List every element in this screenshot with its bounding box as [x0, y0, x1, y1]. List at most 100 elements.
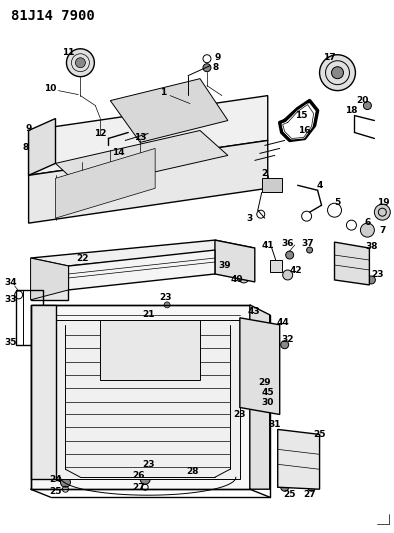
Polygon shape [29, 118, 56, 175]
Text: 27: 27 [132, 483, 145, 492]
Circle shape [67, 49, 95, 77]
Polygon shape [31, 305, 250, 489]
Text: 5: 5 [335, 198, 341, 207]
Text: 42: 42 [289, 266, 302, 276]
Polygon shape [278, 430, 320, 489]
Polygon shape [335, 242, 370, 285]
Text: 24: 24 [49, 475, 62, 484]
Text: 18: 18 [345, 106, 358, 115]
Text: 6: 6 [364, 217, 370, 227]
Polygon shape [250, 305, 270, 489]
Circle shape [320, 55, 355, 91]
Polygon shape [240, 318, 280, 415]
Circle shape [307, 247, 312, 253]
Text: 1: 1 [160, 88, 166, 97]
Circle shape [181, 100, 195, 114]
Text: 8: 8 [22, 143, 29, 152]
Text: 3: 3 [247, 214, 253, 223]
Polygon shape [56, 148, 155, 218]
Polygon shape [31, 258, 69, 300]
Circle shape [264, 182, 270, 188]
Circle shape [240, 114, 250, 124]
Text: 22: 22 [76, 254, 89, 263]
Circle shape [164, 302, 170, 308]
Polygon shape [270, 260, 282, 272]
Circle shape [374, 204, 390, 220]
Polygon shape [31, 305, 56, 479]
Polygon shape [69, 250, 215, 290]
Text: 9: 9 [215, 53, 221, 62]
Text: 37: 37 [301, 239, 314, 248]
Text: 44: 44 [276, 318, 289, 327]
Text: 4: 4 [316, 181, 323, 190]
Text: 25: 25 [283, 490, 296, 499]
Text: 26: 26 [132, 471, 145, 480]
Polygon shape [56, 320, 240, 479]
Circle shape [367, 276, 375, 284]
Circle shape [180, 469, 190, 479]
Text: 23: 23 [142, 460, 154, 469]
Circle shape [286, 251, 294, 259]
Text: 38: 38 [365, 241, 377, 251]
Circle shape [308, 483, 316, 491]
Text: 13: 13 [134, 133, 147, 142]
Text: 7: 7 [379, 225, 386, 235]
Circle shape [145, 469, 151, 474]
Circle shape [281, 483, 289, 491]
Text: 35: 35 [4, 338, 17, 347]
Circle shape [75, 58, 85, 68]
Text: 31: 31 [268, 420, 281, 429]
Circle shape [239, 273, 249, 283]
Text: 16: 16 [298, 126, 311, 135]
Polygon shape [100, 320, 200, 379]
Polygon shape [31, 240, 255, 266]
Text: 81J14 7900: 81J14 7900 [11, 9, 95, 23]
Text: 43: 43 [247, 308, 260, 317]
Circle shape [176, 95, 200, 118]
Polygon shape [31, 266, 69, 300]
Text: 12: 12 [94, 129, 107, 138]
Circle shape [281, 341, 289, 349]
Circle shape [363, 102, 372, 110]
Text: 40: 40 [230, 276, 243, 285]
Polygon shape [215, 240, 255, 282]
Circle shape [140, 474, 150, 484]
Text: 27: 27 [303, 490, 316, 499]
Circle shape [203, 64, 211, 72]
Polygon shape [29, 141, 268, 223]
Text: 9: 9 [25, 124, 32, 133]
Circle shape [274, 182, 280, 188]
Text: 11: 11 [62, 49, 75, 57]
Text: 34: 34 [4, 278, 17, 287]
Text: 20: 20 [356, 96, 369, 105]
Polygon shape [110, 79, 228, 142]
Text: 39: 39 [219, 261, 231, 270]
Text: 2: 2 [262, 169, 268, 178]
Text: 28: 28 [186, 467, 198, 476]
Text: 25: 25 [313, 430, 326, 439]
Text: 8: 8 [213, 63, 219, 72]
Text: 14: 14 [112, 148, 125, 157]
Text: 10: 10 [45, 84, 57, 93]
Text: 36: 36 [281, 239, 294, 248]
Text: 30: 30 [262, 398, 274, 407]
Text: 45: 45 [262, 388, 274, 397]
Text: 17: 17 [323, 53, 336, 62]
Circle shape [37, 125, 48, 135]
Polygon shape [56, 131, 228, 188]
Text: 19: 19 [377, 198, 390, 207]
Polygon shape [262, 179, 282, 192]
Text: 23: 23 [234, 410, 246, 419]
Circle shape [61, 477, 71, 487]
Text: 23: 23 [371, 270, 384, 279]
Text: 21: 21 [142, 310, 154, 319]
Text: 32: 32 [281, 335, 294, 344]
Circle shape [361, 223, 374, 237]
Text: 29: 29 [258, 378, 271, 387]
Text: 15: 15 [296, 111, 308, 120]
Text: 25: 25 [49, 487, 62, 496]
Circle shape [235, 109, 255, 128]
Circle shape [283, 270, 293, 280]
Text: 33: 33 [4, 295, 17, 304]
Circle shape [253, 383, 263, 392]
